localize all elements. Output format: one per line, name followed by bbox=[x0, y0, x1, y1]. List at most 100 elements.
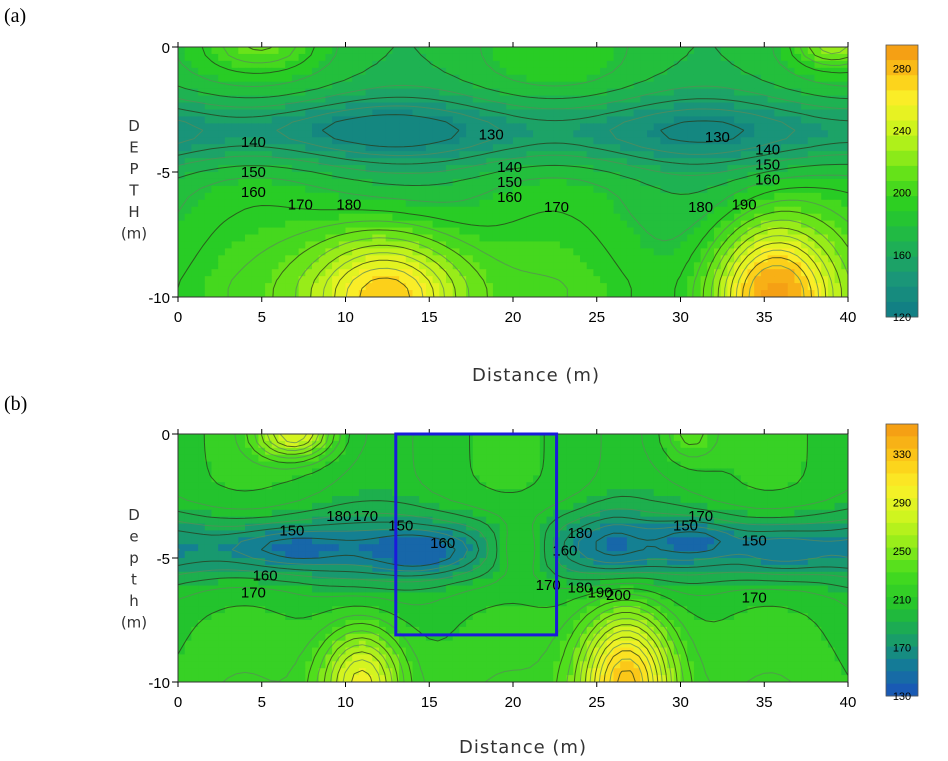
heat-cell bbox=[606, 130, 615, 138]
heat-cell bbox=[258, 482, 266, 490]
heat-cell bbox=[472, 220, 481, 229]
heat-cell bbox=[566, 447, 574, 456]
heat-cell bbox=[358, 461, 367, 470]
heat-cell bbox=[184, 502, 192, 511]
heat-cell bbox=[653, 227, 661, 236]
heat-cell bbox=[271, 489, 280, 497]
heat-cell bbox=[647, 262, 655, 270]
heat-cell bbox=[660, 434, 668, 442]
heat-cell bbox=[191, 475, 199, 483]
heat-cell bbox=[224, 447, 233, 456]
heat-cell bbox=[647, 290, 655, 297]
heat-cell bbox=[754, 74, 762, 83]
heat-cell bbox=[224, 489, 233, 497]
heat-cell bbox=[633, 276, 641, 284]
heat-cell bbox=[660, 192, 668, 201]
heat-cell bbox=[399, 137, 407, 145]
heat-cell bbox=[392, 213, 400, 222]
heat-cell bbox=[439, 482, 447, 490]
heat-cell bbox=[801, 178, 809, 187]
heat-cell bbox=[700, 123, 708, 131]
heat-cell bbox=[466, 206, 474, 215]
heat-cell bbox=[539, 290, 548, 297]
heat-cell bbox=[600, 144, 608, 152]
heat-cell bbox=[714, 447, 722, 456]
heat-cell bbox=[425, 489, 434, 497]
heat-cell bbox=[747, 47, 755, 55]
heat-cell bbox=[238, 165, 246, 173]
heat-cell bbox=[754, 447, 762, 456]
heat-cell bbox=[513, 516, 521, 525]
heat-cell bbox=[781, 137, 789, 145]
heat-cell bbox=[566, 213, 574, 222]
heat-cell bbox=[667, 434, 675, 442]
heat-cell bbox=[419, 516, 427, 525]
heat-cell bbox=[412, 144, 420, 152]
heat-cell bbox=[827, 88, 836, 97]
heat-cell bbox=[727, 67, 735, 76]
heat-cell bbox=[231, 88, 239, 97]
heat-cell bbox=[358, 74, 367, 83]
heat-cell bbox=[318, 74, 326, 83]
heat-cell bbox=[714, 489, 722, 497]
heat-cell bbox=[781, 475, 789, 483]
heat-cell bbox=[740, 489, 749, 497]
heat-cell bbox=[472, 109, 481, 118]
heat-cell bbox=[245, 206, 253, 215]
heat-cell bbox=[191, 206, 199, 215]
heat-cell bbox=[513, 227, 521, 236]
heat-cell bbox=[258, 130, 266, 138]
heat-cell bbox=[492, 192, 501, 201]
heat-cell bbox=[325, 269, 333, 277]
heat-cell bbox=[218, 178, 226, 187]
heat-cell bbox=[559, 165, 568, 173]
heat-cell bbox=[198, 185, 206, 194]
heat-cell bbox=[385, 95, 393, 104]
heat-cell bbox=[693, 482, 702, 490]
heat-cell bbox=[218, 158, 226, 166]
heat-cell bbox=[305, 248, 313, 256]
heat-cell bbox=[352, 220, 360, 229]
heat-cell bbox=[613, 454, 621, 463]
heat-cell bbox=[198, 178, 206, 187]
heat-cell bbox=[600, 447, 608, 456]
heat-cell bbox=[318, 248, 326, 256]
heat-cell bbox=[841, 95, 848, 104]
heat-cell bbox=[794, 137, 802, 145]
heat-cell bbox=[841, 468, 848, 476]
heat-cell bbox=[539, 151, 548, 159]
heat-cell bbox=[305, 454, 313, 463]
heat-cell bbox=[459, 172, 467, 180]
heat-cell bbox=[472, 290, 481, 297]
heat-cell bbox=[794, 53, 802, 62]
heat-cell bbox=[466, 130, 474, 138]
heat-cell bbox=[224, 213, 233, 222]
heat-cell bbox=[191, 192, 199, 201]
heat-cell bbox=[479, 151, 487, 159]
heat-cell bbox=[178, 213, 186, 222]
heat-cell bbox=[559, 137, 568, 145]
heat-cell bbox=[419, 290, 427, 297]
heat-cell bbox=[372, 283, 380, 291]
heat-cell bbox=[600, 269, 608, 277]
heat-cell bbox=[419, 88, 427, 97]
heat-cell bbox=[291, 283, 300, 291]
heat-cell bbox=[693, 109, 702, 118]
heat-cell bbox=[412, 234, 420, 243]
heat-cell bbox=[787, 172, 795, 180]
heat-cell bbox=[499, 276, 507, 284]
heat-cell bbox=[660, 262, 668, 270]
heat-cell bbox=[211, 158, 219, 166]
heat-cell bbox=[198, 269, 206, 277]
heat-cell bbox=[559, 475, 568, 483]
heat-cell bbox=[271, 53, 280, 62]
heat-cell bbox=[425, 502, 434, 511]
heat-cell bbox=[613, 509, 621, 518]
heat-cell bbox=[265, 185, 273, 194]
heat-cell bbox=[251, 137, 259, 145]
heat-cell bbox=[446, 509, 454, 518]
heat-cell bbox=[211, 269, 219, 277]
heat-cell bbox=[754, 172, 762, 180]
heat-cell bbox=[258, 81, 266, 90]
heat-cell bbox=[358, 47, 367, 55]
